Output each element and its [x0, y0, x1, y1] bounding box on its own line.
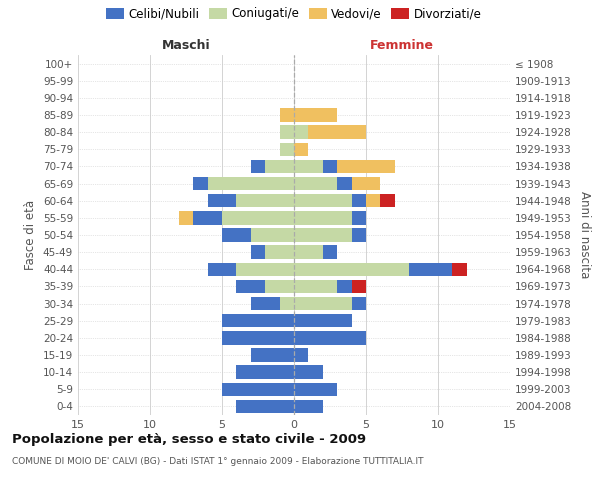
Bar: [337, 280, 352, 293]
Bar: [251, 228, 294, 241]
Bar: [208, 262, 236, 276]
Bar: [179, 211, 193, 224]
Bar: [280, 142, 294, 156]
Bar: [251, 297, 280, 310]
Bar: [236, 366, 294, 379]
Bar: [323, 160, 337, 173]
Bar: [352, 280, 366, 293]
Legend: Celibi/Nubili, Coniugati/e, Vedovi/e, Divorziati/e: Celibi/Nubili, Coniugati/e, Vedovi/e, Di…: [104, 5, 484, 23]
Y-axis label: Fasce di età: Fasce di età: [25, 200, 37, 270]
Bar: [337, 160, 395, 173]
Bar: [294, 228, 352, 241]
Bar: [294, 280, 337, 293]
Bar: [280, 297, 294, 310]
Bar: [294, 246, 323, 259]
Bar: [409, 262, 452, 276]
Bar: [251, 348, 294, 362]
Bar: [294, 297, 352, 310]
Bar: [208, 177, 294, 190]
Bar: [308, 126, 366, 139]
Bar: [236, 400, 294, 413]
Bar: [337, 177, 352, 190]
Bar: [352, 297, 366, 310]
Bar: [280, 126, 294, 139]
Bar: [352, 211, 366, 224]
Bar: [236, 262, 294, 276]
Bar: [294, 211, 352, 224]
Bar: [380, 194, 395, 207]
Bar: [251, 246, 265, 259]
Bar: [265, 160, 294, 173]
Bar: [352, 228, 366, 241]
Bar: [294, 108, 337, 122]
Bar: [222, 331, 294, 344]
Bar: [251, 160, 265, 173]
Text: COMUNE DI MOIO DE' CALVI (BG) - Dati ISTAT 1° gennaio 2009 - Elaborazione TUTTIT: COMUNE DI MOIO DE' CALVI (BG) - Dati IST…: [12, 458, 424, 466]
Bar: [193, 211, 222, 224]
Bar: [352, 194, 366, 207]
Bar: [294, 177, 337, 190]
Bar: [294, 382, 337, 396]
Bar: [222, 382, 294, 396]
Bar: [222, 228, 251, 241]
Bar: [294, 262, 409, 276]
Bar: [294, 314, 352, 328]
Bar: [236, 194, 294, 207]
Bar: [222, 314, 294, 328]
Text: Popolazione per età, sesso e stato civile - 2009: Popolazione per età, sesso e stato civil…: [12, 432, 366, 446]
Text: Femmine: Femmine: [370, 38, 434, 52]
Bar: [236, 280, 265, 293]
Text: Maschi: Maschi: [161, 38, 211, 52]
Bar: [265, 280, 294, 293]
Bar: [294, 194, 352, 207]
Bar: [280, 108, 294, 122]
Y-axis label: Anni di nascita: Anni di nascita: [578, 192, 591, 278]
Bar: [294, 160, 323, 173]
Bar: [294, 142, 308, 156]
Bar: [294, 331, 366, 344]
Bar: [294, 400, 323, 413]
Bar: [294, 348, 308, 362]
Bar: [352, 177, 380, 190]
Bar: [294, 126, 308, 139]
Bar: [208, 194, 236, 207]
Bar: [323, 246, 337, 259]
Bar: [193, 177, 208, 190]
Bar: [265, 246, 294, 259]
Bar: [222, 211, 294, 224]
Bar: [294, 366, 323, 379]
Bar: [366, 194, 380, 207]
Bar: [452, 262, 467, 276]
